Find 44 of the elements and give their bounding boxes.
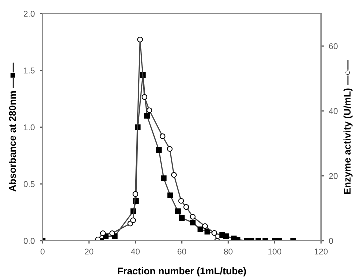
point xyxy=(175,208,181,214)
point xyxy=(190,214,196,220)
x-tick-label: 0 xyxy=(40,248,45,255)
point xyxy=(142,94,148,100)
point xyxy=(132,191,139,198)
point xyxy=(156,147,162,153)
x-tick-label: 20 xyxy=(85,248,94,255)
point xyxy=(110,230,116,236)
x-tick-label: 120 xyxy=(314,248,328,255)
point xyxy=(144,113,150,119)
y-tick-label: 2.0 xyxy=(24,11,35,17)
point xyxy=(168,192,174,198)
x-tick-label: 60 xyxy=(178,248,186,255)
y2-axis-title: Enzyme activity (U/mL) —○— xyxy=(344,60,353,194)
y2-tick-label: 60 xyxy=(329,44,338,50)
x-axis-title: Fraction number (1mL/tube) xyxy=(118,268,246,277)
point xyxy=(202,224,208,230)
point xyxy=(184,204,190,210)
point xyxy=(100,230,106,236)
x-tick-label: 40 xyxy=(131,248,140,255)
point xyxy=(161,176,167,182)
y-tick-label: 1.0 xyxy=(24,124,35,131)
point xyxy=(137,36,144,43)
y-axis-title: Absorbance at 280nm —■— xyxy=(9,62,16,192)
point xyxy=(146,108,152,114)
point xyxy=(179,215,185,222)
x-tick-label: 100 xyxy=(268,248,282,255)
point xyxy=(190,220,196,226)
y2-tick-label: 0 xyxy=(329,238,334,244)
x-tick-label: 80 xyxy=(224,248,233,255)
y2-tick-label: 40 xyxy=(329,108,338,114)
point xyxy=(212,230,218,236)
y-tick-label: 0.5 xyxy=(24,181,35,188)
point xyxy=(160,134,166,140)
point xyxy=(198,226,204,232)
point xyxy=(130,218,136,224)
y-tick-label: 1.5 xyxy=(24,68,35,74)
y2-tick-label: 20 xyxy=(329,173,338,180)
point xyxy=(178,198,184,204)
point xyxy=(204,229,210,235)
point xyxy=(171,172,178,178)
point xyxy=(223,234,230,240)
point xyxy=(167,146,173,152)
y-tick-label: 0.0 xyxy=(24,238,35,244)
